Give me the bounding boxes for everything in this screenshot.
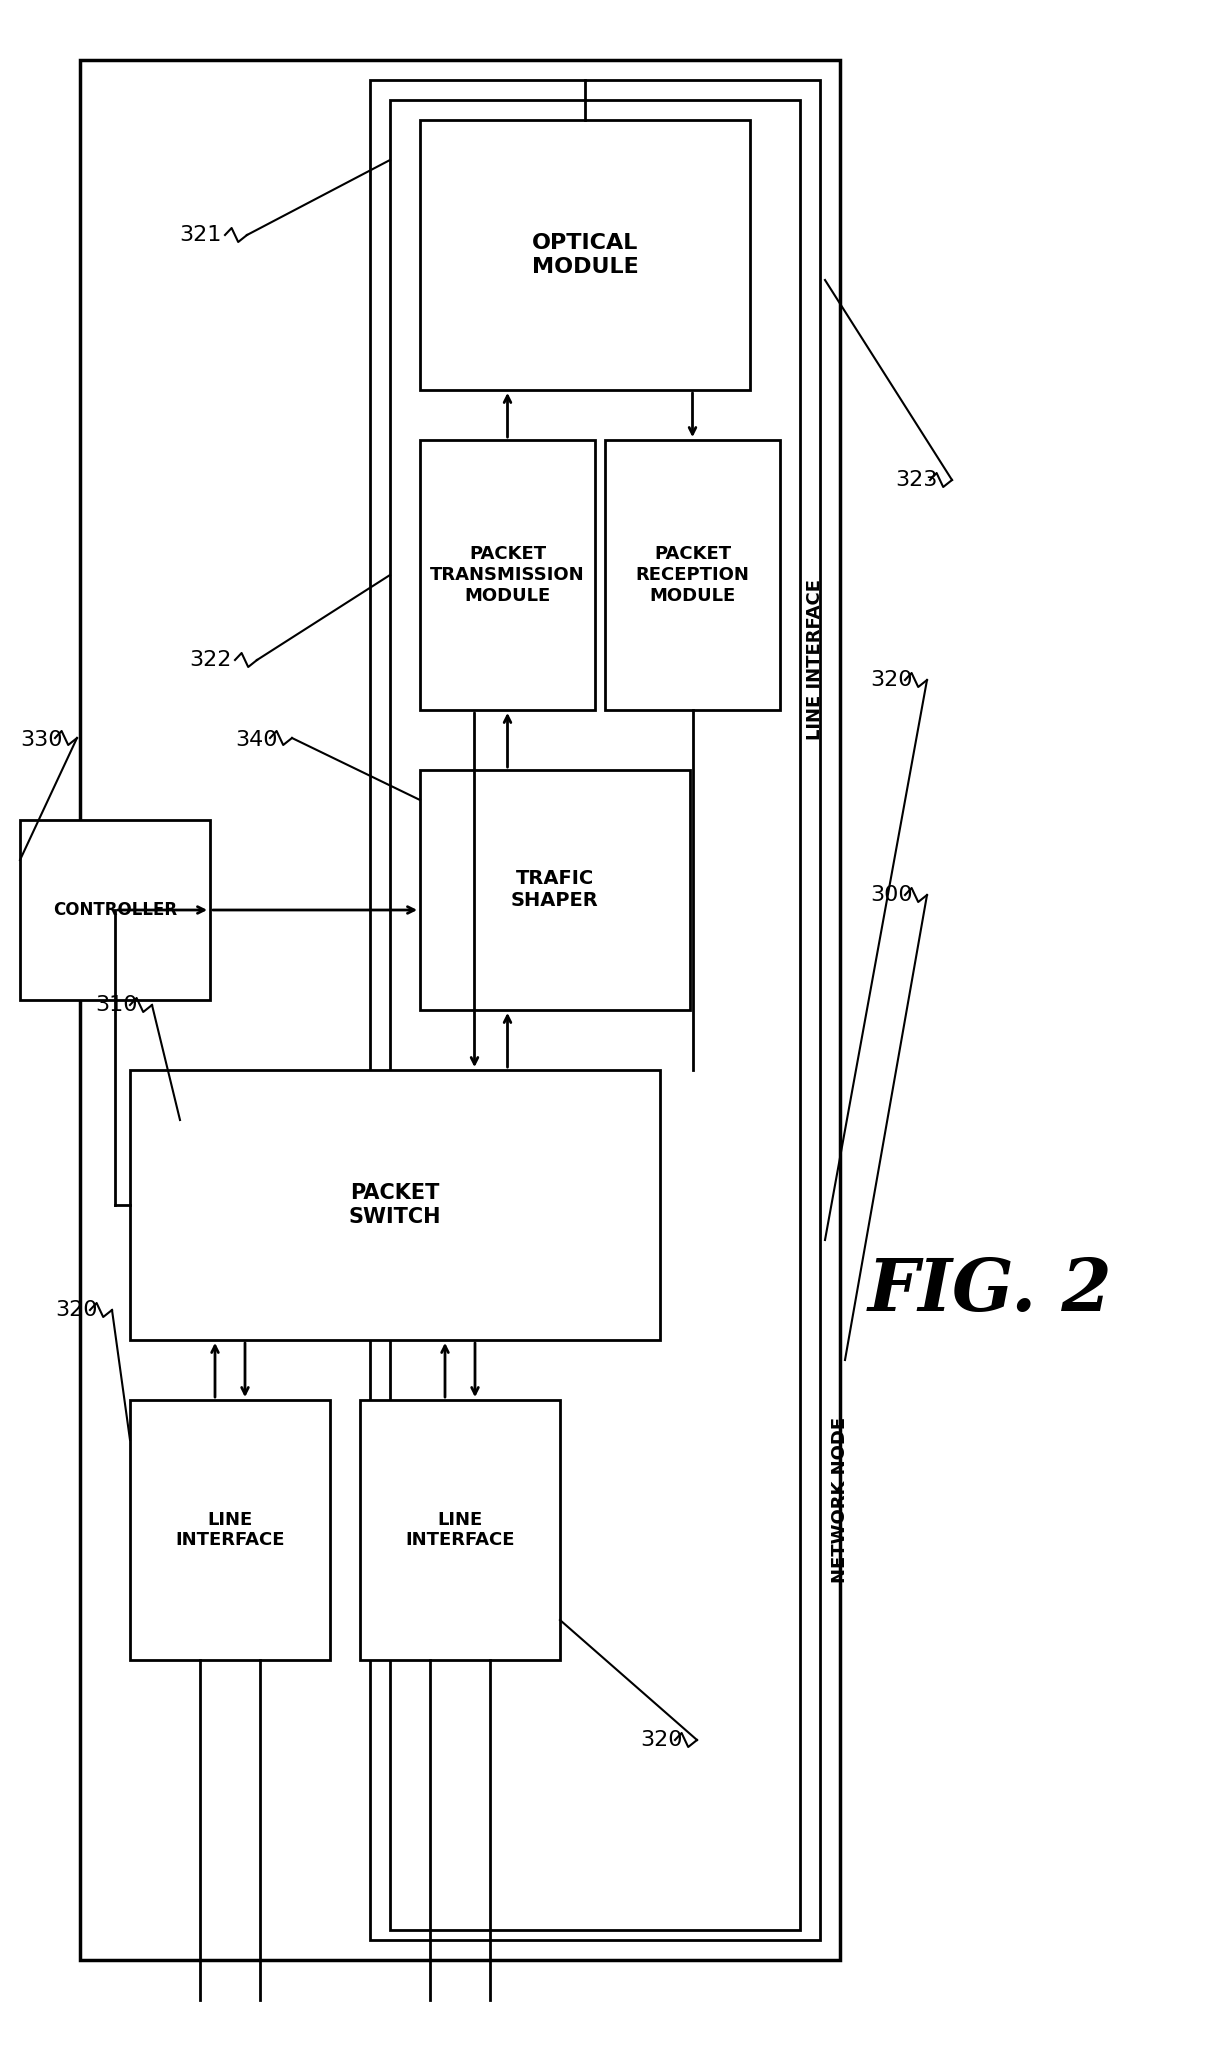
Text: PACKET
TRANSMISSION
MODULE: PACKET TRANSMISSION MODULE [430,546,585,605]
Text: 330: 330 [19,731,62,749]
Text: 322: 322 [189,650,231,671]
Text: TRAFIC
SHAPER: TRAFIC SHAPER [511,870,599,911]
Text: PACKET
RECEPTION
MODULE: PACKET RECEPTION MODULE [635,546,750,605]
Text: LINE
INTERFACE: LINE INTERFACE [175,1510,285,1549]
Text: CONTROLLER: CONTROLLER [52,901,176,919]
Bar [605,439,780,710]
Text: 320: 320 [55,1301,97,1319]
Text: LINE
INTERFACE: LINE INTERFACE [405,1510,515,1549]
Text: PACKET
SWITCH: PACKET SWITCH [349,1184,442,1227]
Text: 300: 300 [870,884,913,905]
Text: 320: 320 [870,671,913,689]
Bar [370,80,820,1939]
Text: 321: 321 [179,226,221,244]
Bar [420,439,595,710]
Bar [389,101,800,1931]
Text: OPTICAL
MODULE: OPTICAL MODULE [532,234,639,277]
Text: 323: 323 [894,470,937,490]
Bar [80,60,840,1960]
Bar [130,1069,660,1340]
Bar [19,821,211,999]
Text: 310: 310 [95,995,138,1016]
Text: 340: 340 [235,731,277,749]
Text: FIG. 2: FIG. 2 [868,1254,1112,1326]
Text: LINE INTERFACE: LINE INTERFACE [806,579,824,741]
Bar [420,119,750,390]
Bar [360,1399,560,1660]
Bar [130,1399,330,1660]
Text: NETWORK NODE: NETWORK NODE [831,1418,849,1582]
Text: 320: 320 [640,1730,683,1750]
Bar [420,770,690,1010]
